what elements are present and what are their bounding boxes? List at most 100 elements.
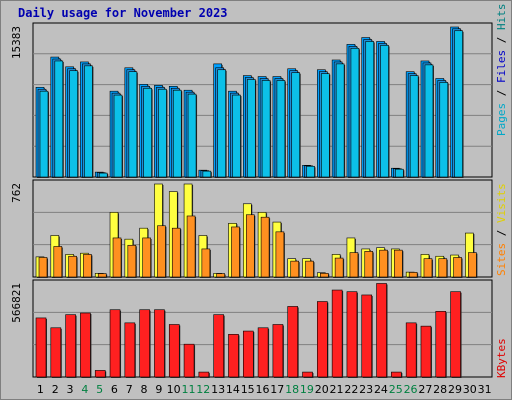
bar-kbytes-day-25 bbox=[391, 371, 402, 378]
day-label-12: 12 bbox=[196, 383, 210, 396]
bar-pages-day-9 bbox=[158, 88, 167, 178]
bar-pages-day-13 bbox=[217, 69, 226, 178]
bar-sites-day-18 bbox=[290, 260, 300, 278]
bar-sites-day-5 bbox=[97, 273, 107, 278]
bar-kbytes-day-12 bbox=[198, 371, 210, 378]
bar-sites-day-4 bbox=[83, 254, 92, 278]
bar-kbytes-day-5 bbox=[94, 370, 106, 378]
bar-sites-day-27 bbox=[423, 258, 433, 278]
bar-pages-day-27 bbox=[424, 64, 434, 178]
day-label-27: 27 bbox=[418, 383, 432, 396]
bar-pages-day-20 bbox=[321, 73, 330, 178]
bar-pages-day-10 bbox=[172, 89, 182, 178]
bar-pages-day-21 bbox=[335, 63, 345, 178]
bar-kbytes-day-19 bbox=[302, 371, 313, 378]
bar-sites-day-1 bbox=[38, 257, 48, 278]
legend-kbytes: KBytes bbox=[495, 338, 508, 378]
bar-kbytes-day-3 bbox=[65, 314, 76, 378]
bar-sites-day-26 bbox=[408, 272, 418, 278]
day-label-31: 31 bbox=[478, 383, 492, 396]
day-label-22: 22 bbox=[344, 383, 358, 396]
bar-kbytes-day-17 bbox=[272, 324, 284, 378]
legend-visits: Sites / Visits bbox=[495, 183, 508, 276]
day-label-23: 23 bbox=[359, 383, 373, 396]
bar-sites-day-19 bbox=[305, 260, 314, 278]
bar-sites-day-15 bbox=[245, 214, 255, 278]
day-label-16: 16 bbox=[256, 383, 270, 396]
bar-kbytes-day-23 bbox=[361, 294, 373, 378]
y-max-label-kbytes: 566821 bbox=[10, 283, 23, 323]
bar-kbytes-day-11 bbox=[183, 343, 195, 378]
bar-kbytes-day-24 bbox=[376, 283, 387, 378]
day-label-7: 7 bbox=[126, 383, 133, 396]
legend-hits-part-4: Hits bbox=[495, 4, 508, 31]
bar-sites-day-3 bbox=[68, 255, 77, 278]
bar-kbytes-day-21 bbox=[331, 289, 343, 378]
bar-pages-day-28 bbox=[439, 82, 449, 178]
bar-kbytes-day-10 bbox=[168, 324, 180, 378]
legend-visits-part-0: Sites bbox=[495, 243, 508, 276]
day-label-3: 3 bbox=[67, 383, 74, 396]
bar-sites-day-2 bbox=[53, 246, 63, 278]
day-label-26: 26 bbox=[404, 383, 418, 396]
day-label-15: 15 bbox=[241, 383, 255, 396]
bar-pages-day-23 bbox=[365, 41, 375, 178]
bar-kbytes-day-16 bbox=[257, 327, 269, 378]
day-label-18: 18 bbox=[285, 383, 299, 396]
bar-pages-day-25 bbox=[395, 168, 404, 178]
bar-sites-day-20 bbox=[320, 273, 329, 278]
day-label-8: 8 bbox=[141, 383, 148, 396]
legend-hits-part-0: Pages bbox=[495, 103, 508, 136]
bar-pages-day-17 bbox=[276, 80, 286, 178]
bar-kbytes-day-28 bbox=[435, 311, 447, 378]
day-label-11: 11 bbox=[181, 383, 195, 396]
bar-sites-day-9 bbox=[157, 225, 166, 278]
legend-hits-part-1: / bbox=[495, 83, 508, 103]
bar-sites-day-11 bbox=[186, 215, 196, 278]
bar-sites-day-14 bbox=[231, 226, 240, 278]
day-label-24: 24 bbox=[374, 383, 388, 396]
bar-sites-day-13 bbox=[216, 273, 225, 278]
bar-pages-day-5 bbox=[98, 172, 108, 178]
legend-visits-part-2: Visits bbox=[495, 183, 508, 223]
bar-pages-day-14 bbox=[232, 94, 241, 178]
bar-kbytes-day-4 bbox=[80, 312, 91, 378]
bar-kbytes-day-13 bbox=[213, 314, 224, 378]
bar-pages-day-3 bbox=[69, 70, 78, 178]
day-label-29: 29 bbox=[448, 383, 462, 396]
chart-title: Daily usage for November 2023 bbox=[18, 6, 228, 20]
bar-pages-day-26 bbox=[409, 75, 419, 178]
day-label-14: 14 bbox=[226, 383, 240, 396]
bar-sites-day-30 bbox=[468, 252, 477, 278]
bar-pages-day-24 bbox=[380, 45, 389, 178]
day-label-1: 1 bbox=[37, 383, 44, 396]
bar-pages-day-12 bbox=[202, 170, 212, 178]
bar-kbytes-day-29 bbox=[450, 291, 461, 378]
day-label-13: 13 bbox=[211, 383, 225, 396]
bar-kbytes-day-8 bbox=[139, 309, 150, 378]
legend-hits-part-3: / bbox=[495, 30, 508, 50]
bar-sites-day-21 bbox=[334, 257, 344, 278]
bar-kbytes-day-27 bbox=[420, 325, 432, 378]
bar-sites-day-23 bbox=[364, 251, 374, 278]
bar-sites-day-24 bbox=[379, 249, 388, 278]
bar-pages-day-16 bbox=[261, 80, 271, 178]
bar-kbytes-day-14 bbox=[228, 334, 239, 378]
bar-pages-day-22 bbox=[350, 47, 360, 178]
bar-pages-day-2 bbox=[54, 60, 64, 178]
bar-pages-day-1 bbox=[39, 90, 49, 178]
bar-pages-day-11 bbox=[187, 93, 197, 178]
bar-kbytes-day-6 bbox=[109, 309, 121, 378]
bar-kbytes-day-7 bbox=[124, 322, 136, 378]
bar-sites-day-17 bbox=[275, 231, 285, 278]
bar-sites-day-28 bbox=[438, 258, 448, 278]
bar-kbytes-day-9 bbox=[154, 309, 165, 378]
bar-sites-day-25 bbox=[394, 249, 403, 278]
bar-sites-day-7 bbox=[127, 244, 137, 278]
bar-pages-day-7 bbox=[128, 71, 138, 178]
bar-pages-day-4 bbox=[84, 65, 93, 178]
bar-pages-day-15 bbox=[246, 79, 256, 178]
bar-sites-day-8 bbox=[142, 237, 151, 278]
day-label-20: 20 bbox=[315, 383, 329, 396]
